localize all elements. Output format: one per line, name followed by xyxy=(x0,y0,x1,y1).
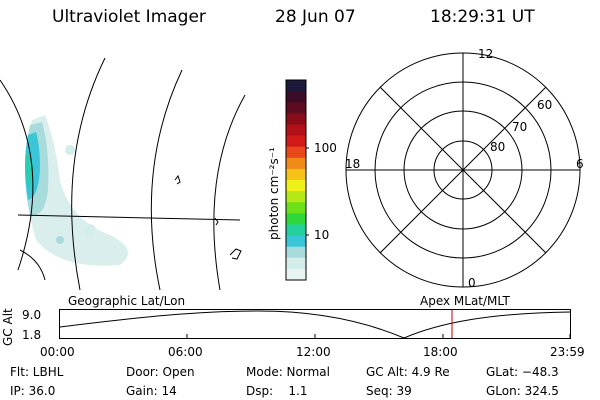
colorbar-stripe xyxy=(286,80,306,92)
colorbar-stripe xyxy=(286,268,306,281)
colorbar-stripe xyxy=(286,102,306,114)
dsp-info: Dsp: 1.1 xyxy=(246,384,308,398)
mlat-label-70: 70 xyxy=(512,120,528,134)
intensity-colorbar xyxy=(285,79,309,281)
colorbar-stripe xyxy=(286,191,306,203)
mlt-label-6: 6 xyxy=(576,157,584,171)
colorbar-stripe xyxy=(286,157,306,170)
colorbar-stripe xyxy=(286,146,306,159)
geographic-latlon-title: Geographic Lat/Lon xyxy=(68,294,186,308)
instrument-title: Ultraviolet Imager xyxy=(52,7,206,27)
gc-alt-info: GC Alt: 4.9 Re xyxy=(366,365,450,379)
mlat-label-60: 60 xyxy=(537,98,553,112)
colorbar-stripe xyxy=(286,257,306,270)
colorbar-unit-label: photon cm⁻²s⁻¹ xyxy=(267,147,281,240)
polar-mlat-mlt-plot xyxy=(345,52,581,288)
gc-alt-axis-label: GC Alt xyxy=(1,308,15,346)
colorbar-tick-100: 100 xyxy=(314,141,337,155)
mlt-label-12: 12 xyxy=(478,47,494,61)
colorbar-stripe xyxy=(286,224,306,237)
gc-alt-max: 9.0 xyxy=(22,308,42,322)
apex-mlat-mlt-title: Apex MLat/MLT xyxy=(420,294,510,308)
coastlines xyxy=(19,174,242,281)
colorbar-stripe xyxy=(286,202,306,214)
time-tick-1200: 12:00 xyxy=(296,345,331,359)
time-tick-0000: 00:00 xyxy=(40,345,75,359)
mlt-label-18: 18 xyxy=(345,157,361,171)
glat-info: GLat: −48.3 xyxy=(486,365,559,379)
colorbar-stripe xyxy=(286,113,306,125)
gc-alt-min: 1.8 xyxy=(22,328,42,342)
time-label: 18:29:31 UT xyxy=(430,7,535,27)
geographic-image-panel xyxy=(0,57,246,290)
mlat-label-80: 80 xyxy=(490,140,506,154)
colorbar-stripe xyxy=(286,246,306,259)
aurora-emission-region xyxy=(25,115,128,266)
colorbar-stripe xyxy=(286,213,306,225)
colorbar-stripe xyxy=(286,124,306,137)
seq-info: Seq: 39 xyxy=(366,384,412,398)
time-tick-0600: 06:00 xyxy=(168,345,203,359)
date-label: 28 Jun 07 xyxy=(275,7,356,27)
colorbar-tick-10: 10 xyxy=(314,228,330,242)
orbit-altitude-plot xyxy=(59,309,571,339)
colorbar-stripe xyxy=(286,135,306,148)
colorbar-stripe xyxy=(286,235,306,248)
ip-info: IP: 36.0 xyxy=(10,384,56,398)
time-tick-2359: 23:59 xyxy=(550,345,585,359)
colorbar-stripe xyxy=(286,91,306,103)
colorbar-stripe xyxy=(286,168,306,181)
door-info: Door: Open xyxy=(126,365,195,379)
glon-info: GLon: 324.5 xyxy=(486,384,559,398)
time-tick-1800: 18:00 xyxy=(423,345,458,359)
lat-lon-grid xyxy=(0,57,246,290)
mlt-label-0: 0 xyxy=(468,276,476,290)
colorbar-stripe xyxy=(286,180,306,192)
filter-info: Flt: LBHL xyxy=(10,365,64,379)
mode-info: Mode: Normal xyxy=(246,365,330,379)
gain-info: Gain: 14 xyxy=(126,384,177,398)
